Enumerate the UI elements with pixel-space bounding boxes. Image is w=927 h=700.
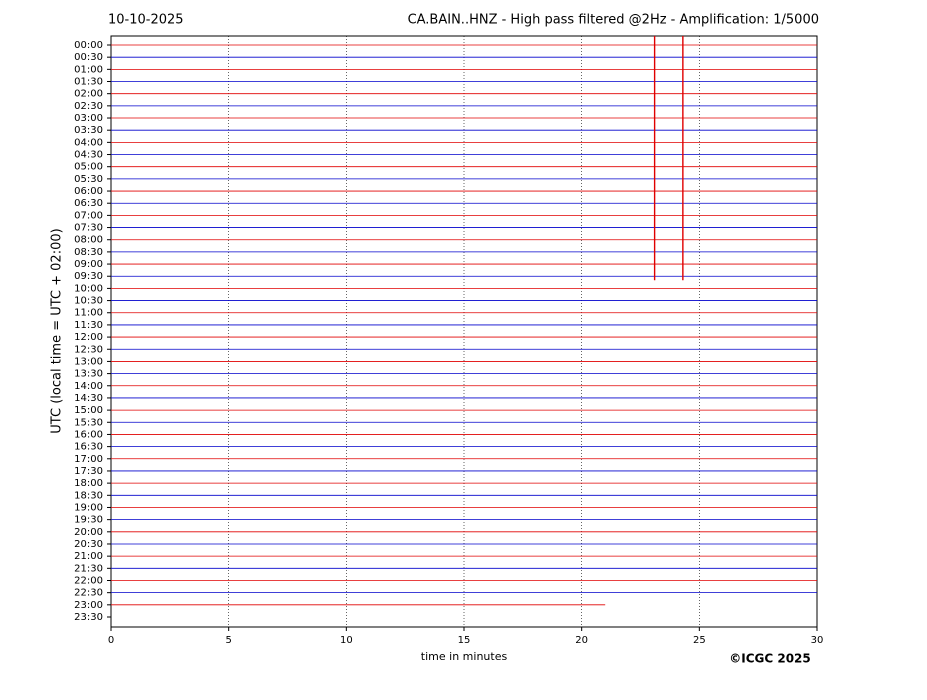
y-tick-label: 04:00 [74, 137, 103, 148]
y-tick-label: 10:30 [74, 296, 103, 307]
y-tick-label: 19:00 [74, 502, 103, 513]
y-tick-label: 16:30 [74, 442, 103, 453]
y-tick-label: 08:00 [74, 235, 103, 246]
y-tick-label: 00:00 [74, 40, 103, 51]
date: 10-10-2025 [108, 13, 184, 28]
y-tick-label: 06:00 [74, 186, 103, 197]
chart-title: CA.BAIN..HNZ - High pass filtered @2Hz -… [408, 13, 819, 28]
y-tick-label: 06:30 [74, 198, 103, 209]
y-tick-label: 21:30 [74, 563, 103, 574]
y-tick-label: 08:30 [74, 247, 103, 258]
y-tick-label: 04:30 [74, 150, 103, 161]
y-tick-label: 03:00 [74, 113, 103, 124]
y-tick-label: 02:00 [74, 89, 103, 100]
y-tick-label: 20:00 [74, 527, 103, 538]
y-tick-label: 13:30 [74, 369, 103, 380]
y-tick-label: 01:30 [74, 77, 103, 88]
y-tick-label: 13:00 [74, 356, 103, 367]
y-tick-label: 23:00 [74, 600, 103, 611]
y-tick-label: 19:30 [74, 515, 103, 526]
y-tick-label: 15:30 [74, 417, 103, 428]
y-tick-label: 01:00 [74, 64, 103, 75]
y-tick-label: 09:00 [74, 259, 103, 270]
y-tick-label: 07:30 [74, 223, 103, 234]
x-tick-label: 30 [811, 635, 824, 646]
y-tick-label: 09:30 [74, 271, 103, 282]
y-tick-label: 23:30 [74, 612, 103, 623]
x-axis-label: time in minutes [421, 650, 508, 663]
y-tick-label: 05:00 [74, 162, 103, 173]
y-tick-label: 11:30 [74, 320, 103, 331]
y-tick-label: 18:30 [74, 490, 103, 501]
y-tick-label: 16:00 [74, 429, 103, 440]
x-tick-label: 10 [340, 635, 353, 646]
y-tick-label: 10:00 [74, 283, 103, 294]
y-tick-label: 05:30 [74, 174, 103, 185]
x-tick-label: 5 [225, 635, 231, 646]
y-tick-label: 07:00 [74, 210, 103, 221]
y-tick-label: 02:30 [74, 101, 103, 112]
y-tick-label: 14:30 [74, 393, 103, 404]
credit: ©ICGC 2025 [729, 652, 811, 666]
y-tick-label: 21:00 [74, 551, 103, 562]
plot-frame [110, 35, 818, 628]
y-tick-label: 17:30 [74, 466, 103, 477]
x-tick-label: 15 [458, 635, 471, 646]
x-tick-label: 25 [693, 635, 706, 646]
y-tick-label: 18:00 [74, 478, 103, 489]
y-tick-label: 00:30 [74, 52, 103, 63]
y-tick-label: 12:00 [74, 332, 103, 343]
y-tick-label: 17:00 [74, 454, 103, 465]
y-tick-label: 15:00 [74, 405, 103, 416]
y-tick-label: 14:00 [74, 381, 103, 392]
y-tick-label: 03:30 [74, 125, 103, 136]
y-axis-label: UTC (local time = UTC + 02:00) [50, 228, 65, 433]
y-tick-label: 12:30 [74, 344, 103, 355]
y-tick-label: 22:30 [74, 588, 103, 599]
y-tick-label: 22:00 [74, 575, 103, 586]
y-tick-label: 11:00 [74, 308, 103, 319]
x-tick-label: 0 [108, 635, 114, 646]
y-tick-label: 20:30 [74, 539, 103, 550]
x-tick-label: 20 [575, 635, 588, 646]
